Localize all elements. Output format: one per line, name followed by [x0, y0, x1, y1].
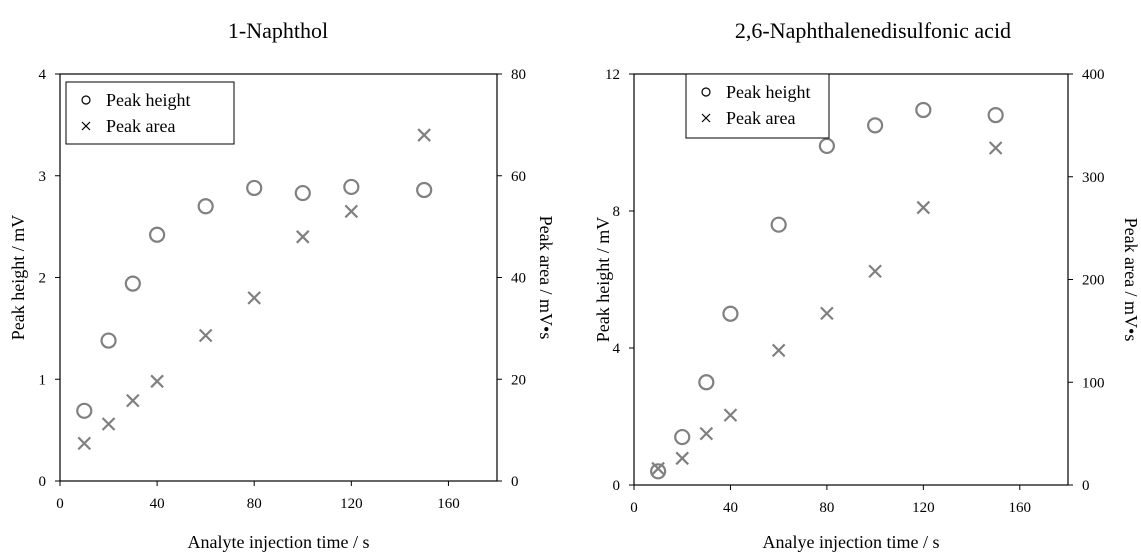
y2-tick-label: 60 [511, 169, 526, 185]
data-point-peak-area [916, 200, 931, 215]
legend-label: Peak area [726, 108, 795, 128]
data-point-peak-height [818, 137, 835, 155]
y2-tick-label: 20 [511, 372, 526, 388]
chart-title: 1-Naphthol [228, 18, 328, 43]
y-tick-label: 0 [613, 478, 621, 494]
legend-circle-icon [701, 87, 711, 97]
x-tick-label: 0 [56, 496, 64, 512]
legend-label: Peak height [106, 90, 190, 110]
x-tick-label: 160 [1009, 500, 1032, 516]
x-tick-label: 160 [437, 496, 460, 512]
chart-title: 2,6-Naphthalenedisulfonic acid [735, 18, 1011, 43]
x-tick-label: 40 [723, 500, 738, 516]
x-axis-label: Analyte injection time / s [188, 532, 370, 552]
data-point-peak-area [344, 204, 359, 219]
x-tick-label: 120 [912, 500, 935, 516]
x-tick-label: 80 [819, 500, 834, 516]
y2-tick-label: 80 [511, 67, 526, 83]
x-tick-label: 120 [340, 496, 363, 512]
data-point-peak-area [675, 451, 689, 466]
data-point-peak-height [124, 275, 141, 292]
data-point-peak-height [246, 179, 263, 197]
data-point-peak-height [698, 374, 715, 391]
x-axis-label: Analye injection time / s [763, 532, 940, 552]
data-point-peak-area [820, 306, 834, 321]
y-axis-label: Peak height / mV [593, 217, 613, 342]
y2-tick-label: 0 [511, 474, 519, 490]
data-point-peak-area [126, 393, 140, 408]
y2-tick-label: 40 [511, 271, 526, 287]
data-point-peak-area [77, 436, 92, 451]
data-point-peak-height [149, 226, 166, 243]
data-point-peak-area [150, 374, 164, 389]
data-point-peak-height [674, 428, 691, 446]
legend-cross-icon [81, 121, 91, 131]
y-tick-label: 8 [613, 204, 621, 220]
data-point-peak-area [699, 426, 714, 441]
data-point-peak-area [988, 141, 1003, 155]
data-point-peak-height [722, 305, 739, 322]
y2-axis-label: Peak area / mV•s [1121, 218, 1141, 342]
legend-label: Peak height [726, 82, 810, 102]
data-point-peak-height [197, 198, 214, 215]
data-point-peak-area [417, 128, 431, 142]
legend: Peak height Peak area [685, 73, 830, 139]
data-point-peak-height [76, 402, 93, 419]
y-tick-label: 2 [39, 271, 47, 287]
data-point-peak-area [771, 343, 786, 358]
legend-cross-icon [701, 113, 711, 123]
data-point-peak-area [296, 230, 310, 244]
data-point-peak-height [343, 178, 360, 196]
data-point-peak-area [723, 408, 738, 422]
data-point-peak-area [101, 417, 116, 431]
y2-tick-label: 400 [1082, 67, 1105, 83]
legend-circle-icon [81, 95, 91, 105]
y-tick-label: 12 [605, 67, 620, 83]
data-point-peak-height [100, 332, 117, 349]
y2-tick-label: 100 [1082, 375, 1105, 391]
legend: Peak height Peak area [65, 81, 235, 145]
data-point-peak-area [247, 291, 261, 305]
y2-axis-label: Peak area / mV•s [536, 216, 556, 340]
y-tick-label: 1 [39, 372, 47, 388]
data-point-peak-height [915, 101, 932, 119]
data-point-peak-height [294, 184, 311, 202]
x-tick-label: 0 [630, 500, 638, 516]
legend-box [685, 73, 830, 139]
y2-tick-label: 200 [1082, 273, 1105, 289]
y2-tick-label: 0 [1082, 478, 1090, 494]
y2-tick-label: 300 [1082, 170, 1105, 186]
legend-box [65, 81, 235, 145]
data-point-peak-area [651, 461, 665, 476]
y-tick-label: 0 [39, 474, 47, 490]
x-tick-label: 40 [150, 496, 165, 512]
data-point-peak-height [650, 463, 667, 480]
y-tick-label: 4 [613, 341, 621, 357]
data-point-peak-height [987, 106, 1004, 124]
data-point-peak-height [867, 117, 884, 134]
y-tick-label: 4 [39, 67, 47, 83]
data-point-peak-area [868, 264, 882, 279]
data-point-peak-height [416, 181, 433, 199]
y-axis-label: Peak height / mV [8, 215, 28, 340]
legend-label: Peak area [106, 116, 175, 136]
data-point-peak-area [198, 328, 213, 343]
y-tick-label: 3 [39, 169, 47, 185]
x-tick-label: 80 [247, 496, 262, 512]
data-point-peak-height [770, 216, 787, 233]
